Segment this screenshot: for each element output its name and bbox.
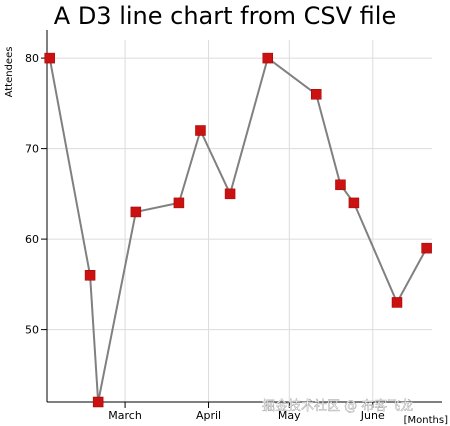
data-point (195, 125, 206, 136)
x-tick-label: March (108, 409, 142, 422)
data-point (262, 52, 274, 64)
y-tick-label: 80 (25, 52, 39, 65)
y-axis-label: Attendees (4, 47, 15, 98)
watermark-text: 掘金技术社区 @ 布客飞龙 (262, 398, 413, 414)
data-point (348, 197, 360, 209)
y-tick-label: 60 (25, 233, 39, 246)
x-axis-label: [Months] (404, 415, 448, 426)
tick-labels: March April May June 50 60 70 80 (25, 52, 385, 422)
data-point (92, 396, 104, 408)
y-tick-label: 70 (25, 143, 39, 156)
x-tick-label: April (196, 409, 221, 422)
data-point (335, 179, 346, 191)
grid-lines (47, 40, 432, 402)
data-point (310, 89, 322, 100)
x-tick-label: June (360, 409, 385, 422)
x-tick-label: May (278, 409, 301, 422)
y-tick-label: 50 (25, 324, 39, 337)
series (44, 52, 432, 408)
data-point (421, 242, 432, 254)
axes (41, 30, 442, 408)
data-point (84, 270, 96, 281)
data-point (130, 206, 142, 218)
series-line (48, 56, 428, 403)
data-point (391, 297, 403, 308)
chart-title: A D3 line chart from CSV file (53, 2, 397, 30)
data-point (44, 52, 55, 64)
data-point (224, 188, 236, 200)
data-point (173, 197, 185, 209)
